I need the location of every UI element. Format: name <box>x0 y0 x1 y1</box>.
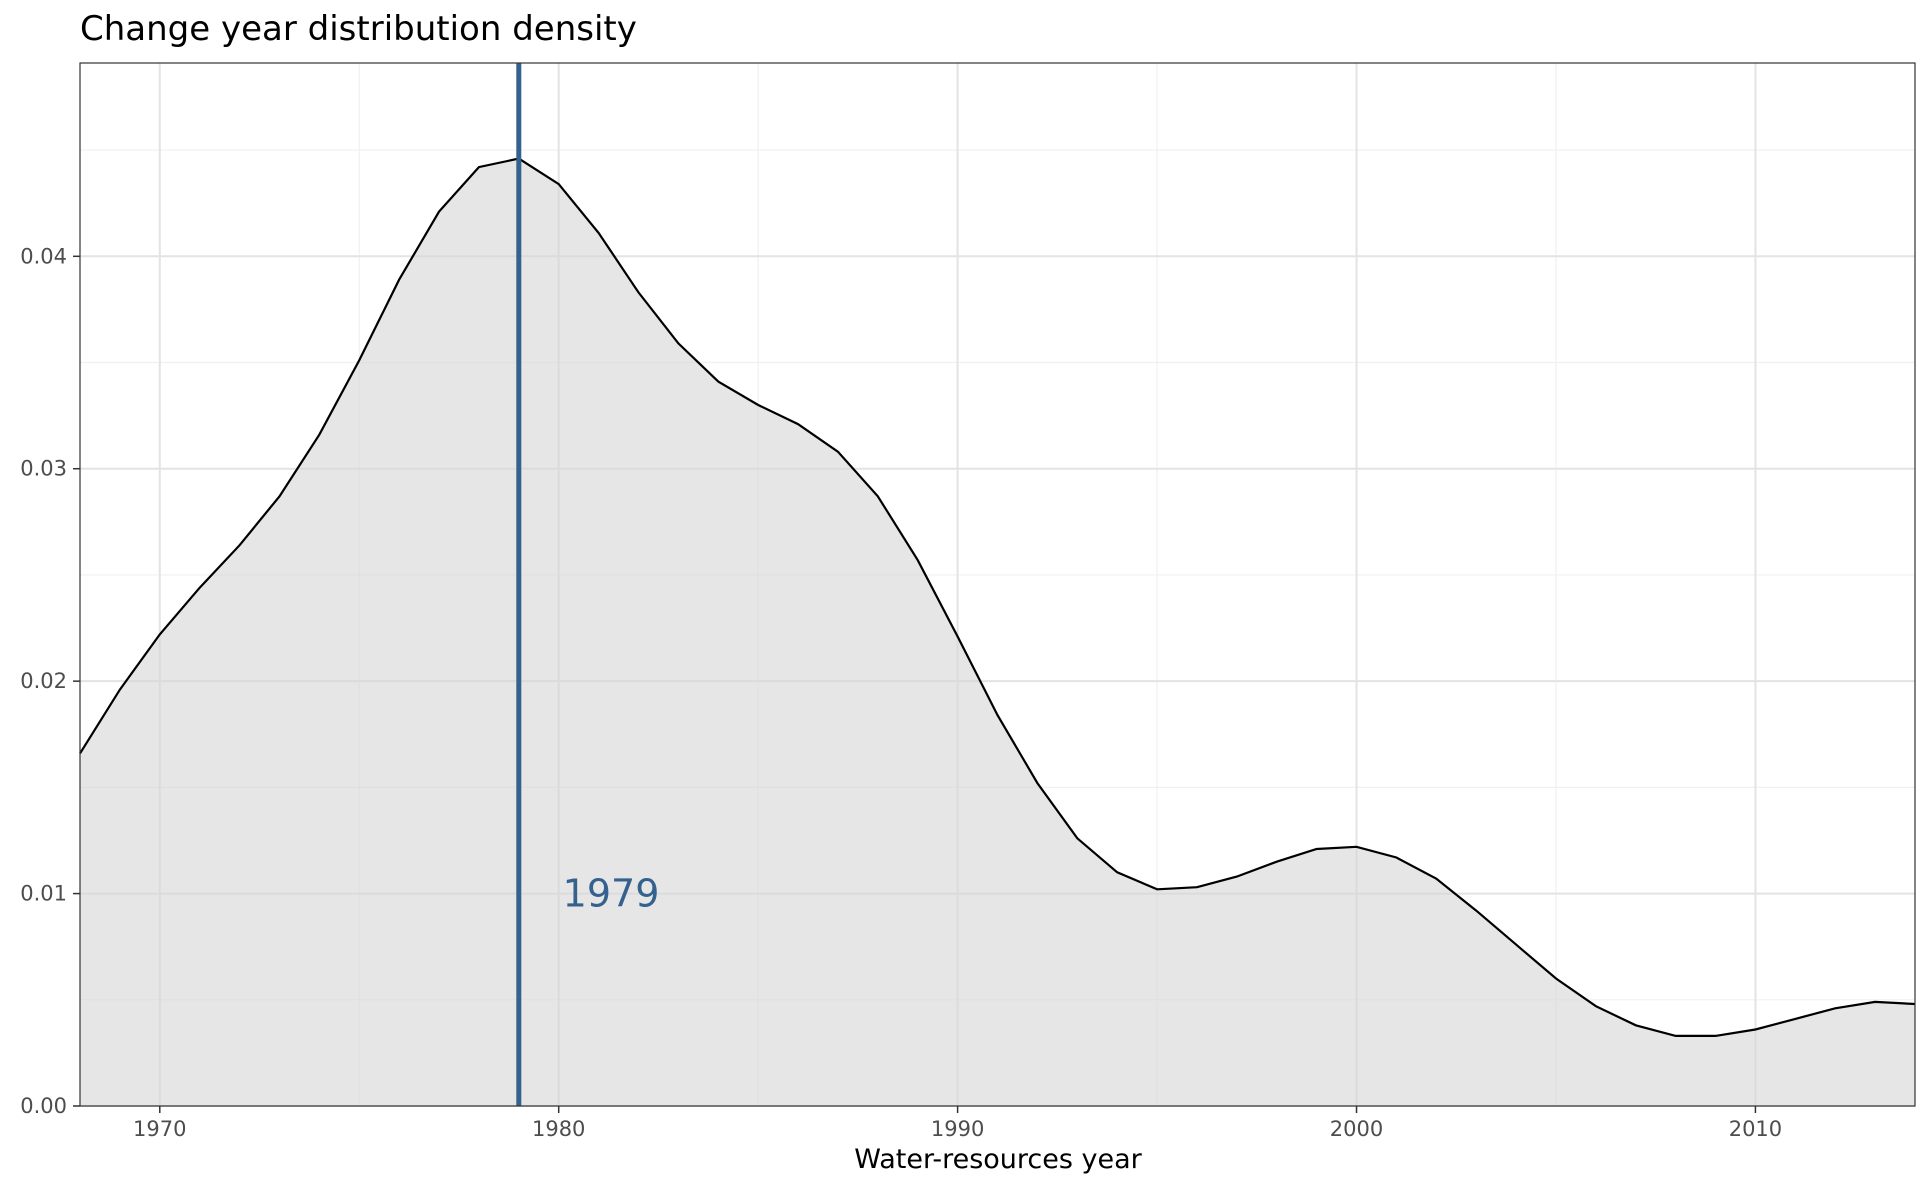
y-tick-label: 0.00 <box>20 1094 67 1118</box>
density-line <box>79 157 1916 1037</box>
y-tick-label: 0.02 <box>20 669 67 693</box>
plot-border <box>79 62 1916 1107</box>
y-tick-label: 0.04 <box>20 244 67 268</box>
y-tick-label: 0.01 <box>20 882 67 906</box>
x-tick-label: 2000 <box>1330 1117 1383 1141</box>
x-axis-label: Water-resources year <box>854 1144 1142 1175</box>
chart-title: Change year distribution density <box>80 9 637 49</box>
x-tick-label: 1990 <box>931 1117 984 1141</box>
x-axis-ticks: 1970 1980 1990 2000 2010 <box>133 1106 1782 1141</box>
x-tick-label: 2010 <box>1729 1117 1782 1141</box>
y-axis-ticks: 0.00 0.01 0.02 0.03 0.04 <box>20 244 80 1118</box>
x-tick-label: 1980 <box>532 1117 585 1141</box>
reference-label: 1979 <box>563 872 660 916</box>
y-tick-label: 0.03 <box>20 457 67 481</box>
x-tick-label: 1970 <box>133 1117 186 1141</box>
density-area <box>80 158 1915 1107</box>
